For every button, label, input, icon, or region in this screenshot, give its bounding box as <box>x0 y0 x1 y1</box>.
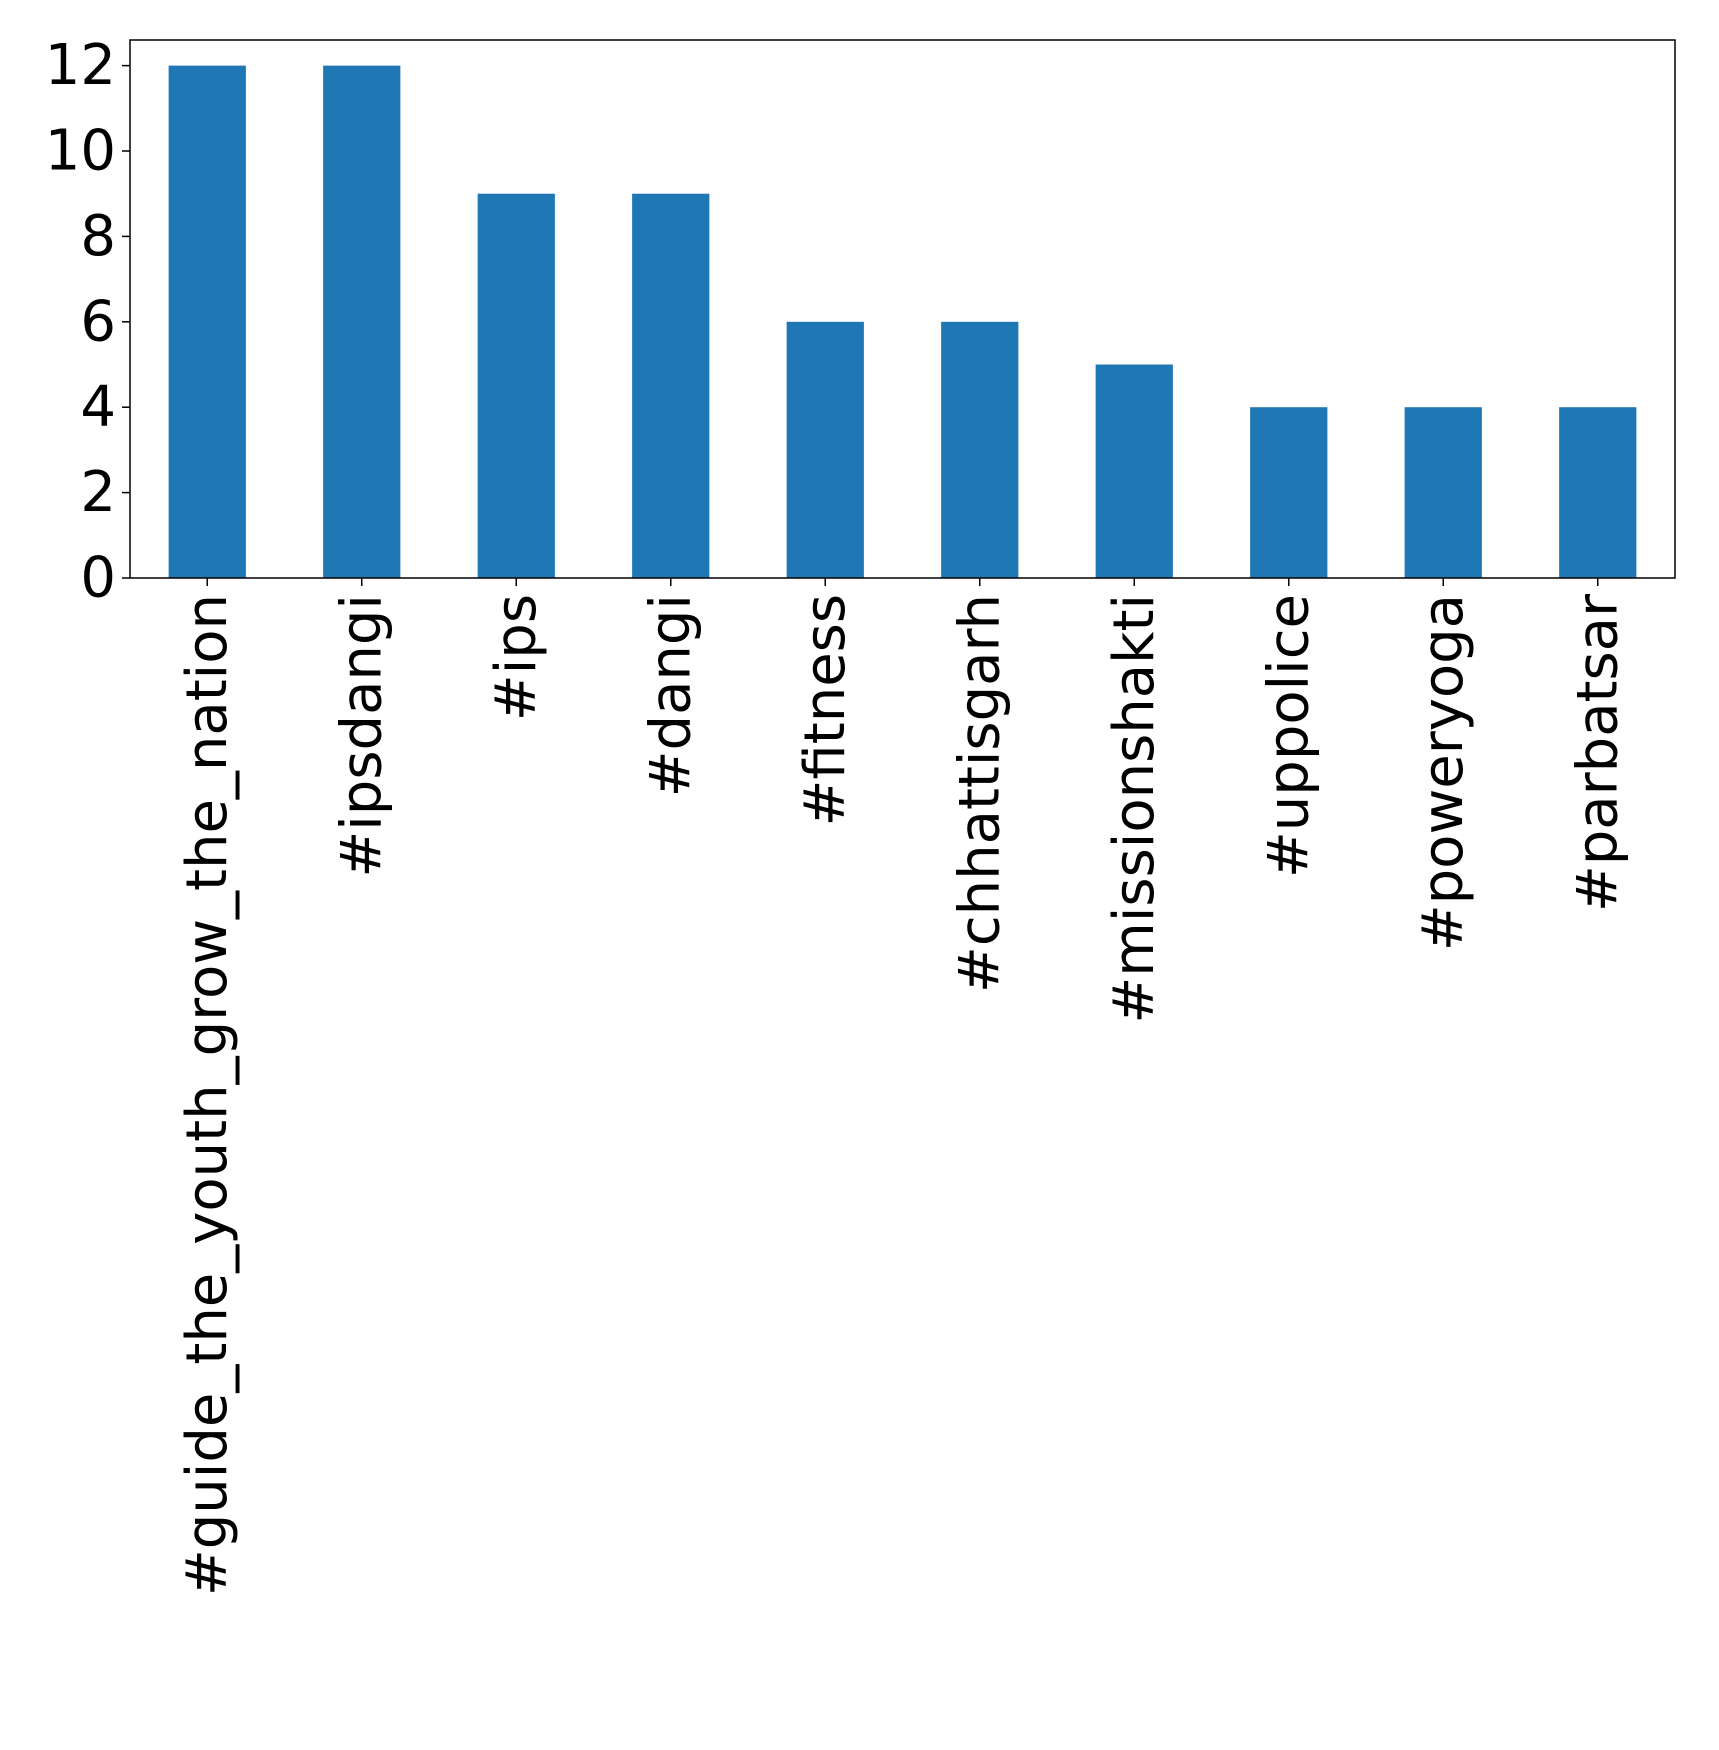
x-tick-label: #ips <box>484 594 549 721</box>
y-tick-label: 6 <box>80 289 116 354</box>
bars-layer <box>168 65 1637 579</box>
bar-4 <box>786 321 864 578</box>
bar-3 <box>632 193 710 578</box>
x-tick-label: #missionshakti <box>1102 594 1167 1024</box>
y-tick-label: 10 <box>45 119 116 184</box>
bar-8 <box>1404 407 1482 578</box>
y-tick-label: 8 <box>80 204 116 269</box>
bar-7 <box>1250 407 1328 578</box>
bar-9 <box>1559 407 1637 578</box>
y-axis: 0 2 4 6 8 10 12 <box>45 33 130 611</box>
x-tick-label: #uppolice <box>1256 594 1321 878</box>
x-tick-label: #poweryoga <box>1411 594 1476 951</box>
bar-2 <box>477 193 555 578</box>
bar-6 <box>1095 364 1173 578</box>
x-tick-label: #parbatsar <box>1565 593 1630 912</box>
x-tick-label: #fitness <box>793 594 858 826</box>
x-tick-label: #dangi <box>638 594 703 797</box>
y-tick-label: 2 <box>80 460 116 525</box>
plot-frame <box>129 39 1676 579</box>
y-tick-label: 12 <box>45 33 116 98</box>
bar-5 <box>941 321 1019 578</box>
x-tick-label: #guide_the_youth_grow_the_nation <box>175 594 240 1596</box>
bar-1 <box>323 65 401 579</box>
y-tick-label: 4 <box>80 375 116 440</box>
x-tick-label: #ipsdangi <box>329 594 394 878</box>
x-axis: #guide_the_youth_grow_the_nation #ipsdang… <box>175 578 1630 1596</box>
y-tick-label: 0 <box>80 546 116 611</box>
bar-0 <box>168 65 246 579</box>
x-tick-label: #chhattisgarh <box>947 594 1012 993</box>
